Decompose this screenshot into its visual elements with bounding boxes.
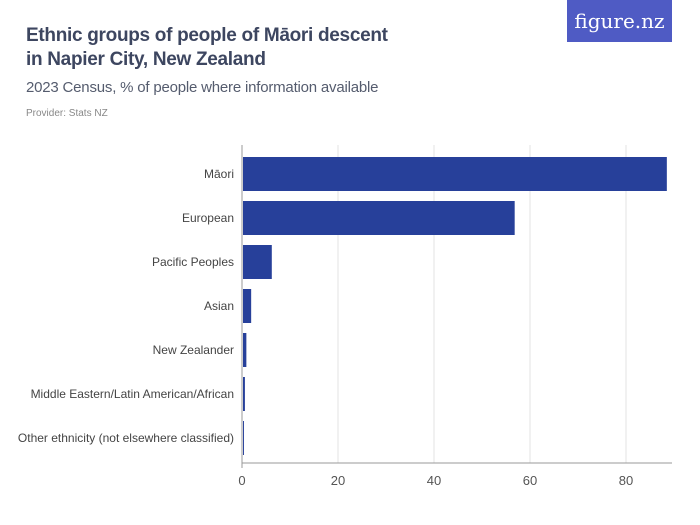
bar-1: [243, 201, 515, 235]
bar-5: [243, 377, 245, 411]
x-tick-label: 20: [331, 473, 345, 488]
category-label: New Zealander: [153, 343, 234, 357]
chart-subtitle: 2023 Census, % of people where informati…: [26, 79, 379, 96]
category-label: Asian: [204, 299, 234, 313]
title-line-1: Ethnic groups of people of Māori descent: [26, 25, 388, 46]
x-tick-label: 0: [238, 473, 245, 488]
category-label: Other ethnicity (not elsewhere classifie…: [18, 431, 234, 445]
bar-3: [243, 289, 252, 323]
x-tick-label: 80: [619, 473, 633, 488]
chart-title: Ethnic groups of people of Māori descent…: [26, 24, 426, 72]
category-label: European: [182, 211, 234, 225]
provider-label: Provider: Stats NZ: [26, 108, 108, 119]
x-tick-label: 60: [523, 473, 537, 488]
bar-2: [243, 245, 272, 279]
x-tick-label: 40: [427, 473, 441, 488]
bar-6: [243, 421, 244, 455]
category-label: Māori: [204, 167, 234, 181]
title-line-2: in Napier City, New Zealand: [26, 49, 266, 70]
figure-nz-logo[interactable]: figure.nz: [567, 0, 672, 42]
category-label: Pacific Peoples: [152, 255, 234, 269]
bar-4: [243, 333, 247, 367]
category-label: Middle Eastern/Latin American/African: [31, 387, 234, 401]
bar-0: [243, 157, 667, 191]
